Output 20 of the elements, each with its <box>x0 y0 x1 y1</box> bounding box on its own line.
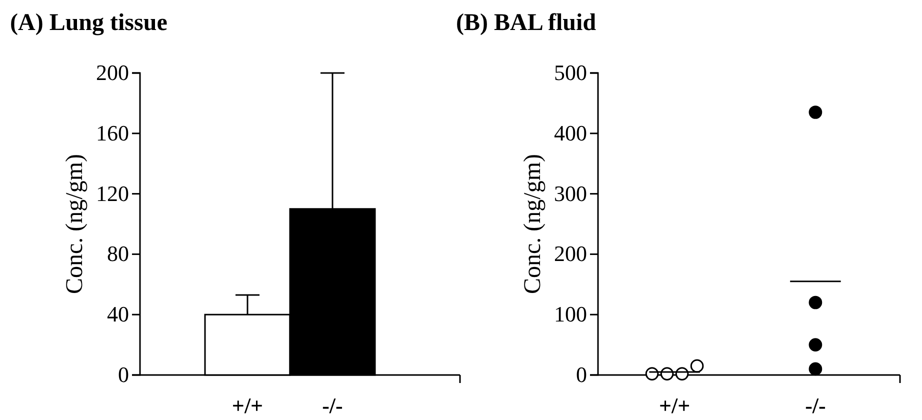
y-axis-title: Conc. (ng/gm) <box>520 154 546 294</box>
y-tick-label: 160 <box>96 120 129 146</box>
chart-title: (B) BAL fluid <box>456 10 597 36</box>
y-tick-label: 0 <box>118 362 129 388</box>
y-tick-label: 80 <box>107 241 129 266</box>
x-tick-label: +/+ <box>658 393 690 418</box>
x-tick-label: -/- <box>322 393 343 418</box>
y-tick-label: 200 <box>96 60 129 86</box>
y-tick-label: 0 <box>576 362 587 388</box>
y-tick-label: 100 <box>554 302 587 327</box>
x-tick-label: +/+ <box>232 393 264 418</box>
y-tick-label: 120 <box>96 180 129 206</box>
chart-title: (A) Lung tissue <box>10 10 168 36</box>
y-tick-label: 40 <box>107 302 129 327</box>
y-tick-label: 400 <box>554 120 587 146</box>
y-axis-title: Conc. (ng/gm) <box>62 154 88 294</box>
y-tick-label: 300 <box>554 180 587 206</box>
x-tick-label: -/- <box>805 393 826 418</box>
y-tick-label: 200 <box>554 241 587 266</box>
y-tick-label: 500 <box>554 60 587 86</box>
